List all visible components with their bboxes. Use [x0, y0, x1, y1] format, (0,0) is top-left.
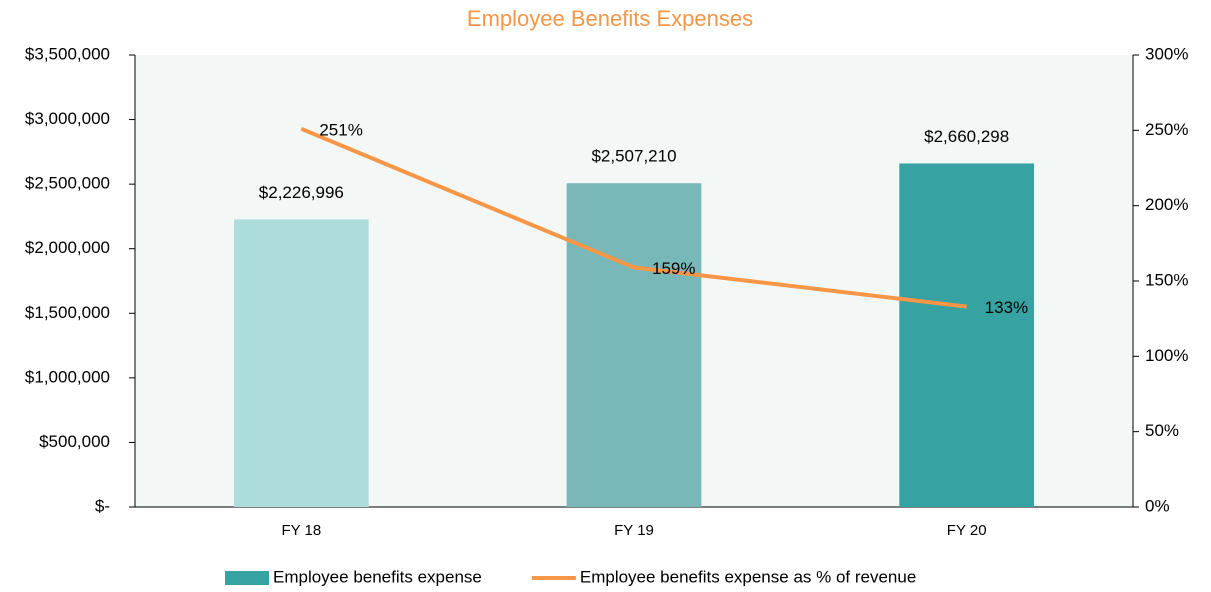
legend-label: Employee benefits expense as % of revenu… — [580, 567, 916, 586]
legend-swatch — [225, 571, 269, 585]
x-tick-label: FY 20 — [947, 522, 987, 539]
bar — [899, 163, 1035, 507]
line-value-label: 251% — [319, 120, 362, 139]
bar-value-label: $2,507,210 — [591, 147, 676, 166]
y2-tick-label: 0% — [1145, 496, 1170, 515]
y-tick-label: $1,500,000 — [25, 303, 110, 322]
bar-value-label: $2,226,996 — [259, 183, 344, 202]
line — [300, 126, 967, 309]
line-value-label: 133% — [985, 298, 1028, 317]
y2-tick-label: 300% — [1145, 44, 1188, 63]
y-tick-label: $500,000 — [39, 432, 110, 451]
y-tick-label: $- — [95, 496, 110, 515]
line-value-label: 159% — [652, 259, 695, 278]
y-tick-label: $2,000,000 — [25, 238, 110, 257]
y2-tick-label: 250% — [1145, 120, 1188, 139]
y-tick-label: $1,000,000 — [25, 367, 110, 386]
y2-tick-label: 100% — [1145, 346, 1188, 365]
y-tick-label: $3,000,000 — [25, 109, 110, 128]
y-tick-label: $2,500,000 — [25, 174, 110, 193]
x-tick-label: FY 18 — [281, 522, 321, 539]
bar — [233, 219, 369, 508]
y-tick-label: $3,500,000 — [25, 44, 110, 63]
y2-tick-label: 200% — [1145, 195, 1188, 214]
chart-title: Employee Benefits Expenses — [467, 6, 753, 31]
bar-value-label: $2,660,298 — [924, 127, 1009, 146]
y2-tick-label: 150% — [1145, 270, 1188, 289]
legend-label: Employee benefits expense — [273, 567, 482, 586]
bar — [566, 183, 702, 507]
x-tick-label: FY 19 — [614, 522, 654, 539]
y2-tick-label: 50% — [1145, 421, 1179, 440]
